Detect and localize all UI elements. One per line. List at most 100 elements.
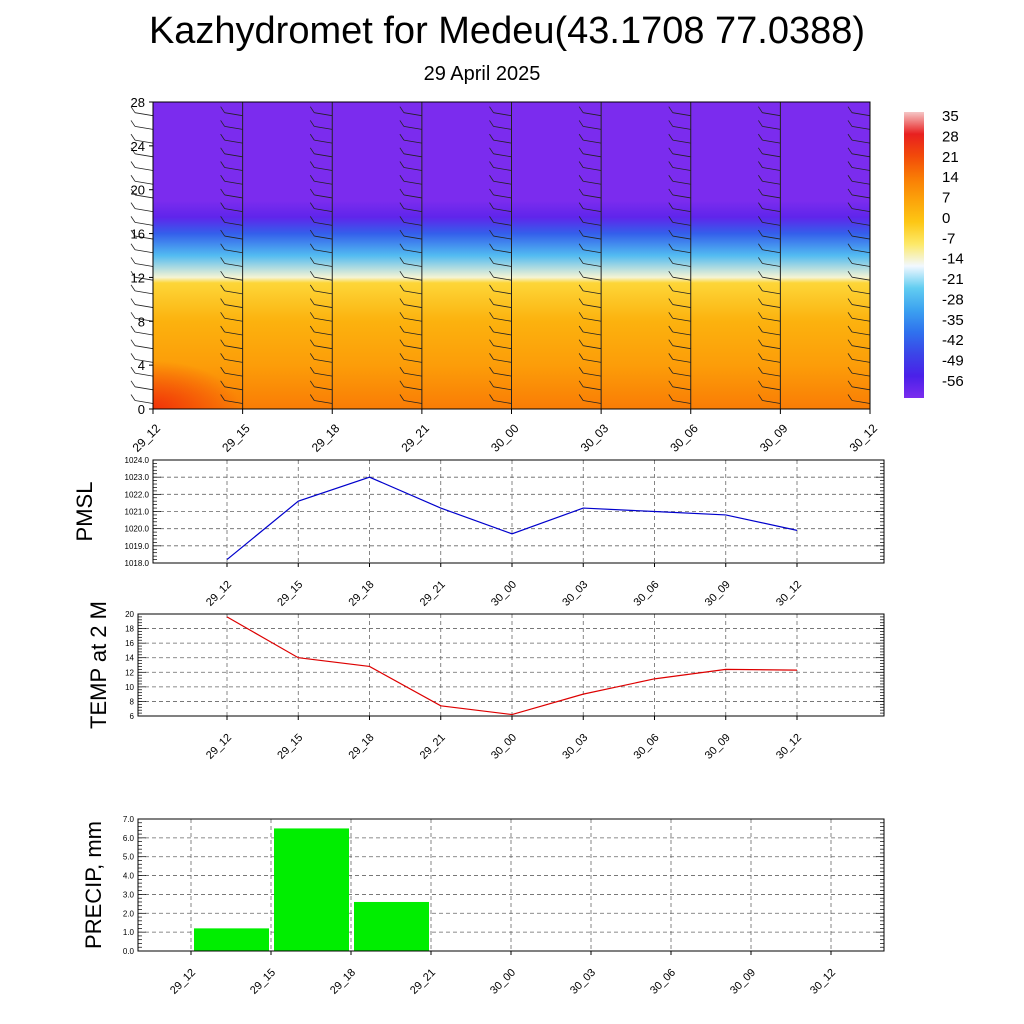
wind-barb-flag (489, 161, 494, 168)
wind-barb (224, 372, 243, 377)
wind-barb (851, 194, 871, 199)
x-tick-label: 29_15 (275, 732, 305, 762)
wind-barb-flag (578, 257, 584, 264)
wind-barb-flag (220, 325, 225, 333)
wind-barb (134, 400, 154, 404)
wind-barb (851, 372, 871, 377)
y-tick-label: 1.0 (123, 928, 135, 937)
wind-barb (403, 276, 422, 281)
wind-barb-flag (130, 147, 136, 155)
wind-barb-flag (220, 216, 225, 223)
wind-barb-column (220, 102, 244, 409)
wind-barb (672, 112, 691, 117)
wind-barb-flag (130, 161, 136, 168)
wind-barb-flag (399, 394, 405, 401)
wind-barb (224, 331, 243, 336)
y-tick-label: 2.0 (123, 909, 135, 918)
wind-barb-flag (489, 243, 494, 250)
y-tick-label: 18 (125, 625, 134, 634)
wind-barb-column (758, 102, 781, 409)
wind-barb (672, 139, 691, 144)
wind-barb-flag (309, 175, 315, 182)
wind-barb (583, 221, 602, 226)
wind-barb-flag (758, 325, 763, 333)
wind-barb-flag (399, 175, 405, 182)
wind-barb-flag (668, 257, 674, 264)
wind-barb-flag (489, 394, 494, 401)
wind-barb-flag (220, 175, 225, 182)
y-tick-label: 1020.0 (125, 525, 150, 534)
y-tick-label: 6 (130, 712, 135, 721)
wind-barb (851, 386, 871, 391)
y-tick-label: 0 (138, 402, 145, 417)
wind-barb-flag (309, 147, 315, 155)
x-tick-label: 30_06 (632, 732, 662, 762)
wind-barb (314, 359, 333, 363)
wind-barb-flag (847, 120, 853, 127)
wind-barb-flag (847, 202, 853, 209)
y-tick-label: 1023.0 (125, 473, 150, 482)
wind-barb-flag (668, 243, 674, 250)
wind-barb (134, 263, 154, 267)
wind-barb (403, 400, 422, 404)
wind-barb-flag (578, 147, 584, 155)
wind-barb (403, 167, 422, 171)
wind-barb-flag (489, 366, 494, 374)
wind-barb (314, 180, 333, 185)
temperature-colorbar: 35 28 21 14 7 0 -7 -14 -21 -28 -35 -42 -49 -56 (904, 108, 964, 398)
wind-barb-flag (489, 175, 494, 182)
wind-barb-flag (130, 175, 136, 182)
wind-barb-flag (399, 339, 405, 346)
wind-barb-flag (220, 270, 225, 278)
colorbar-label: -7 (942, 230, 955, 247)
wind-barb-flag (758, 202, 763, 209)
wind-barb-flag (668, 394, 674, 401)
wind-barb-flag (130, 188, 136, 196)
wind-barb-flag (309, 298, 315, 305)
wind-barb (672, 359, 691, 363)
wind-barb-flag (847, 366, 853, 374)
wind-barb-flag (220, 353, 225, 360)
wind-barb (493, 304, 512, 308)
wind-barb-flag (578, 216, 584, 223)
wind-barb (493, 208, 512, 213)
wind-barb (403, 249, 422, 254)
wind-barb (672, 235, 691, 240)
wind-barb-flag (489, 133, 494, 141)
colorbar-ramp (904, 112, 924, 398)
wind-barb-flag (309, 325, 315, 333)
wind-barb-flag (758, 161, 763, 168)
x-tick-label: 30_06 (648, 967, 678, 997)
wind-barb-flag (668, 216, 674, 223)
wind-barb (403, 290, 422, 295)
wind-barb-flag (578, 366, 584, 374)
wind-barb (224, 400, 243, 404)
x-tick-label: 30_00 (488, 967, 518, 997)
wind-barb-flag (489, 312, 494, 319)
wind-barb (134, 153, 154, 158)
wind-barb (134, 345, 154, 350)
wind-barb-flag (847, 257, 853, 264)
wind-barb (224, 221, 243, 226)
wind-barb-flag (668, 106, 674, 113)
wind-barb-flag (130, 229, 136, 237)
wind-barb-flag (399, 325, 405, 333)
wind-barb-flag (668, 366, 674, 374)
x-tick-label: 30_12 (847, 421, 881, 455)
wind-barb (851, 400, 871, 404)
wind-barb-flag (578, 353, 584, 360)
x-tick-label: 29_21 (418, 579, 448, 609)
wind-barb (314, 263, 333, 267)
x-tick-label: 30_03 (560, 732, 590, 762)
wind-barb-flag (399, 298, 405, 305)
wind-barb-flag (489, 216, 494, 223)
wind-barb (314, 208, 333, 213)
wind-barb-flag (220, 161, 225, 168)
y-tick-label: 8 (138, 314, 145, 329)
wind-barb (224, 317, 243, 322)
wind-barb-flag (309, 106, 315, 113)
wind-barb (224, 290, 243, 295)
wind-barb-flag (758, 106, 763, 113)
x-tick-label: 30_09 (703, 579, 733, 609)
wind-barb (672, 249, 691, 254)
